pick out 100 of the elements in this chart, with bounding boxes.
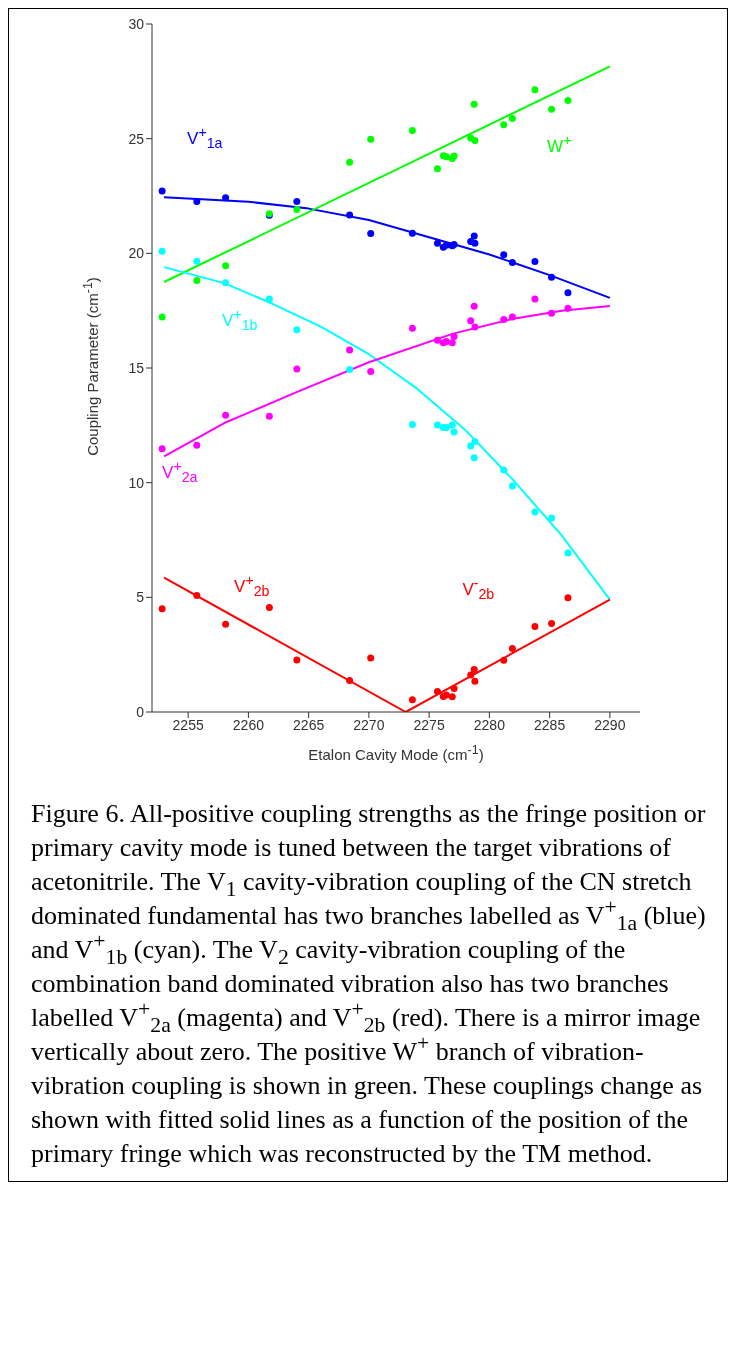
point xyxy=(265,603,273,611)
point xyxy=(471,438,479,446)
point xyxy=(433,165,441,173)
point xyxy=(193,592,201,599)
point xyxy=(222,262,230,270)
text: Figure 6. All-positive coupling strengths as the fringe position or primary cavity mode is tuned between the target vibrations of acetonitrile. The V$_{1}$ cavity-vibration coupling of the CN stretch dominated fundamental has two branches labelled as V$^{+}$$_{1a}$ (blue) and V$^{+}$$_{1b}$ (cyan). The V$_{2}$ cavity-vibration coupling of the combination band dominated vibration also has two branches labelled V$^{+}$$_{2a}$ (magenta) and V$^{+}$$_{2b}$ (red). There is a mirror image vertically about zero. The positive W$^{+}$ branch of vibration-vibration coupling is shown in green. These couplings change as shown with fitted solid lines as a function of the position of the primary fringe which was reconstructed by the TM method. xyxy=(31,799,706,1168)
point xyxy=(448,339,456,347)
point xyxy=(508,644,516,652)
point xyxy=(448,693,456,701)
point xyxy=(158,247,166,255)
point xyxy=(548,309,556,317)
point xyxy=(548,619,556,627)
x-tick-label: 2285 xyxy=(534,716,566,733)
point xyxy=(193,441,201,449)
x-axis-title: Etalon Cavity Mode (cm$^{-1}$) xyxy=(307,743,485,763)
point xyxy=(293,326,301,334)
point xyxy=(408,324,416,332)
point xyxy=(500,251,508,259)
point xyxy=(222,411,230,419)
point xyxy=(467,317,475,325)
point xyxy=(433,336,441,344)
point xyxy=(470,666,478,674)
x-tick-label: 2260 xyxy=(232,716,265,733)
x-tick-label: 2265 xyxy=(293,716,325,733)
point xyxy=(531,295,539,303)
point xyxy=(158,605,166,613)
point xyxy=(222,194,230,202)
point xyxy=(508,482,516,490)
point xyxy=(222,620,230,628)
point xyxy=(564,289,572,297)
point xyxy=(508,259,516,267)
point xyxy=(193,277,201,285)
point xyxy=(346,677,354,685)
point xyxy=(433,688,441,696)
y-tick-label: 15 xyxy=(128,359,145,376)
point xyxy=(500,315,508,323)
point xyxy=(408,420,416,428)
point xyxy=(367,229,375,237)
point xyxy=(408,229,416,237)
point xyxy=(433,421,441,429)
point xyxy=(500,656,508,664)
point xyxy=(470,232,478,240)
point xyxy=(500,121,508,129)
point xyxy=(500,466,508,474)
point xyxy=(450,685,458,693)
point xyxy=(158,187,166,195)
point xyxy=(548,514,556,522)
point xyxy=(408,126,416,134)
x-tick-label: 2290 xyxy=(594,716,626,733)
point xyxy=(158,445,166,453)
series-label: W$^{+}$ xyxy=(547,132,572,158)
point xyxy=(346,211,354,219)
y-tick-label: 20 xyxy=(128,245,145,262)
point xyxy=(346,346,354,354)
point xyxy=(367,135,375,143)
point xyxy=(531,258,539,266)
point xyxy=(293,656,301,664)
point xyxy=(193,198,201,205)
point xyxy=(531,86,539,94)
y-tick-label: 5 xyxy=(136,589,145,606)
line-series xyxy=(163,305,611,458)
point xyxy=(564,594,572,602)
point xyxy=(265,412,273,420)
y-tick-label: 10 xyxy=(128,474,145,491)
point xyxy=(450,333,458,341)
point xyxy=(158,313,166,321)
point xyxy=(433,239,441,247)
y-tick-label: 0 xyxy=(136,703,145,720)
point xyxy=(293,206,301,214)
point xyxy=(367,654,375,662)
point xyxy=(293,365,301,373)
point xyxy=(564,97,572,105)
point xyxy=(222,279,230,287)
point xyxy=(367,367,375,375)
y-tick-label: 25 xyxy=(128,130,145,147)
point xyxy=(470,302,478,310)
point xyxy=(471,239,479,247)
point xyxy=(408,696,416,704)
point xyxy=(531,622,539,630)
point xyxy=(467,671,475,679)
point xyxy=(508,313,516,321)
x-tick-label: 2270 xyxy=(353,716,385,733)
point xyxy=(564,304,572,312)
point xyxy=(193,257,201,265)
y-tick-label: 30 xyxy=(128,15,145,32)
point xyxy=(470,454,478,462)
point xyxy=(471,677,479,685)
point xyxy=(448,421,456,429)
line-series xyxy=(163,196,611,299)
point xyxy=(450,428,458,436)
line-series xyxy=(163,266,611,601)
point xyxy=(293,198,301,205)
point xyxy=(531,508,539,516)
point xyxy=(265,295,273,303)
point xyxy=(564,549,572,557)
x-tick-label: 2255 xyxy=(172,716,204,733)
point xyxy=(548,273,556,281)
point xyxy=(508,114,516,122)
point xyxy=(467,442,475,450)
point xyxy=(548,105,556,113)
